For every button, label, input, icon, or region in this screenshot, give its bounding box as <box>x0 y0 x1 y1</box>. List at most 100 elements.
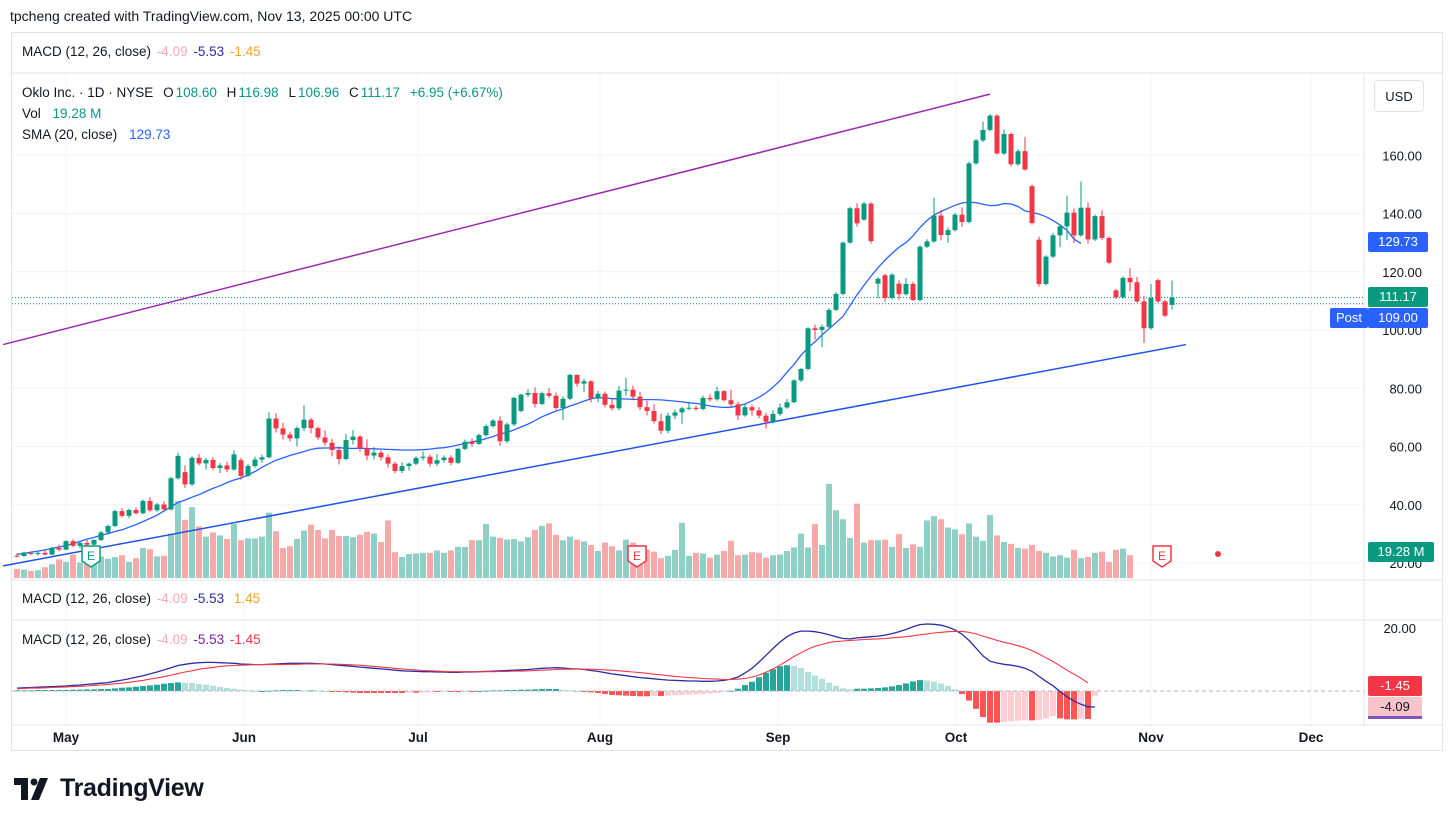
low-value: 106.96 <box>297 85 340 100</box>
candle-body <box>721 391 727 401</box>
volume-bar <box>665 555 671 578</box>
volume-bar <box>511 539 517 578</box>
candle-body <box>182 472 188 485</box>
time-tick-label: Dec <box>1299 730 1324 745</box>
grid-lines <box>12 73 1364 725</box>
macd-histogram-bar <box>644 691 650 697</box>
candle-body <box>210 459 216 469</box>
sma-value: 129.73 <box>129 127 171 142</box>
candle-body <box>441 457 447 461</box>
candle-body <box>735 404 741 416</box>
candle-body <box>616 390 622 409</box>
macd-histogram-bar <box>315 690 321 692</box>
macd-histogram-bar <box>826 682 832 691</box>
price-tick-label: 160.00 <box>1382 148 1422 163</box>
candle-body <box>749 407 755 411</box>
candle-body <box>497 420 503 442</box>
macd-histogram-bar <box>539 689 545 691</box>
volume-bar <box>161 555 167 578</box>
volume-bar <box>1008 543 1014 578</box>
macd-histogram-bar <box>504 690 510 692</box>
macd-pane-v3: -1.45 <box>229 632 261 647</box>
macd-histogram-bar <box>105 689 111 691</box>
candle-body <box>959 214 965 222</box>
volume-bar <box>1057 555 1063 578</box>
macd-pane-title[interactable]: MACD (12, 26, close) -4.09 -5.53 1.45 <box>22 591 262 606</box>
candle-body <box>70 541 76 546</box>
candle-body <box>308 419 314 429</box>
candle-body <box>665 415 671 431</box>
volume-bar <box>847 537 853 578</box>
candle-body <box>672 412 678 416</box>
candle-body <box>1022 151 1028 170</box>
candle-body <box>42 552 48 555</box>
macd-histogram-bar <box>812 675 818 691</box>
macd-top-v2: -5.53 <box>193 44 225 59</box>
macd-pane-legend[interactable]: MACD (12, 26, close) -4.09 -5.53 -1.45 <box>22 632 263 647</box>
trend-line <box>2 93 991 346</box>
macd-histogram-bar <box>868 688 874 691</box>
volume-bar <box>784 551 790 578</box>
macd-histogram-bar <box>77 689 83 691</box>
change-value: +6.95 (+6.67%) <box>409 85 503 100</box>
currency-button[interactable]: USD <box>1374 80 1424 112</box>
volume-bar <box>952 529 958 578</box>
volume-bar <box>238 540 244 578</box>
macd-histogram-bar <box>469 691 475 692</box>
macd-histogram-bar <box>903 683 909 691</box>
macd-histogram-bar <box>1057 691 1063 719</box>
sma-legend[interactable]: SMA (20, close) 129.73 <box>22 127 172 142</box>
volume-bar <box>343 536 349 578</box>
macd-histogram-bar <box>259 691 265 692</box>
candle-body <box>168 478 174 510</box>
macd-histogram-bar <box>763 672 769 691</box>
volume-bar <box>441 552 447 578</box>
macd-histogram-bar <box>336 691 342 692</box>
volume-bar <box>518 541 524 578</box>
volume-bar <box>294 539 300 578</box>
candle-body <box>1092 216 1098 240</box>
candle-body <box>630 389 636 397</box>
volume-bar <box>749 552 755 578</box>
candle-body <box>329 442 335 450</box>
volume-bar <box>1078 558 1084 578</box>
candle-body <box>371 452 377 456</box>
post-label-tag: Post <box>1330 308 1368 328</box>
macd-histogram-bar <box>924 680 930 691</box>
volume-bar <box>315 530 321 578</box>
macd-top-legend[interactable]: MACD (12, 26, close) -4.09 -5.53 -1.45 <box>22 44 263 59</box>
volume-bar <box>994 535 1000 578</box>
candle-body <box>861 203 867 220</box>
candle-body <box>840 242 846 294</box>
volume-bar <box>1029 545 1035 578</box>
macd-histogram-bar <box>1008 691 1014 722</box>
time-tick-label: May <box>53 730 80 745</box>
macd-histogram-bar <box>406 691 412 693</box>
macd-histogram-bar <box>364 691 370 693</box>
volume-bar <box>651 551 657 578</box>
macd-histogram-bar <box>672 691 678 696</box>
time-tick-label: Jul <box>408 730 428 745</box>
macd-histogram-bar <box>994 691 1000 723</box>
tradingview-logo[interactable]: TradingView <box>14 774 204 803</box>
candle-body <box>1050 235 1056 257</box>
volume-bar <box>672 549 678 578</box>
macd-line <box>16 623 1096 708</box>
candle-body <box>420 456 426 458</box>
macd-histogram-bar <box>420 691 426 693</box>
time-tick-label: Sep <box>766 730 791 745</box>
macd-histogram-bar <box>1043 691 1049 719</box>
candle-body <box>700 397 706 409</box>
candle-body <box>1099 216 1105 238</box>
macd-histogram-bar <box>1036 691 1042 720</box>
candle-body <box>392 463 398 471</box>
candle-body <box>266 418 272 458</box>
volume-bar <box>49 564 55 578</box>
volume-legend[interactable]: Vol 19.28 M <box>22 106 103 121</box>
macd-histogram-bar <box>889 686 895 691</box>
volume-bar <box>273 531 279 578</box>
macd-histogram-bar <box>693 691 699 695</box>
macd-pane-label: MACD (12, 26, close) <box>22 632 152 647</box>
